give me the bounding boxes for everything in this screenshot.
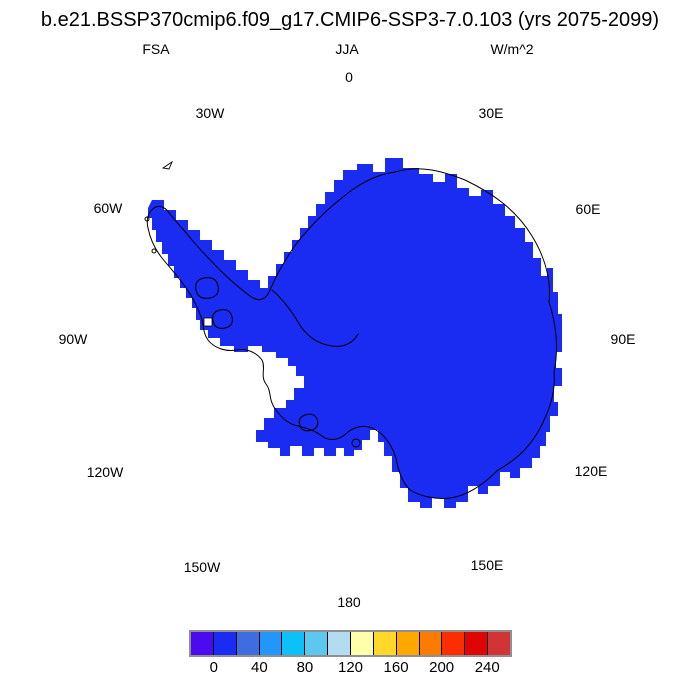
colorbar-cell: [418, 632, 442, 655]
lon-label-120e: 120E: [574, 463, 608, 479]
lon-label-120w: 120W: [86, 464, 124, 480]
colorbar-tick-label: 80: [296, 659, 314, 676]
colorbar-tick-labels: 0 40 80 120 160 200 240: [191, 659, 510, 677]
colorbar-tick-label: 0: [209, 659, 218, 676]
colorbar-cell: [191, 632, 213, 655]
colorbar-tick-label: 120: [337, 659, 364, 676]
islet-icon: [161, 160, 174, 170]
colorbar-cell: [395, 632, 419, 655]
colorbar-cell: [304, 632, 328, 655]
grid-notch: [203, 317, 213, 327]
ross-loop: [298, 413, 319, 432]
variable-label: FSA: [142, 41, 170, 57]
colorbar-tick-label: 40: [251, 659, 268, 676]
larsen-loop-2: [212, 309, 233, 329]
roosevelt-island-contour: [351, 438, 361, 448]
colorbar: [189, 630, 512, 657]
lon-label-90e: 90E: [610, 331, 636, 347]
larsen-loop-1: [195, 277, 219, 299]
colorbar-cell: [281, 632, 305, 655]
colorbar-cell: [212, 632, 236, 655]
lon-label-150e: 150E: [470, 557, 504, 573]
lon-label-60e: 60E: [575, 201, 601, 217]
colorbar-cell: [350, 632, 373, 655]
colorbar-tick-label: 240: [474, 659, 500, 676]
units-label: W/m^2: [490, 41, 534, 57]
colorbar-cell: [372, 632, 396, 655]
lon-label-150w: 150W: [183, 559, 221, 575]
colorbar-cell: [327, 632, 351, 655]
lon-label-30w: 30W: [195, 105, 225, 121]
colorbar-cell: [441, 632, 465, 655]
plot-title: b.e21.BSSP370cmip6.f09_g17.CMIP6-SSP3-7.…: [40, 9, 660, 31]
lon-label-30e: 30E: [478, 105, 504, 121]
islet-west: [151, 248, 157, 254]
coastline-contour: [146, 168, 557, 499]
ice-shelf-contour: [271, 289, 359, 347]
lon-label-90w: 90W: [58, 331, 88, 347]
lon-label-60w: 60W: [93, 200, 123, 216]
islet-near-tip: [144, 216, 150, 222]
colorbar-cell: [235, 632, 259, 655]
colorbar-cell: [487, 632, 511, 655]
continent-fill: [148, 158, 562, 508]
lon-label-0: 0: [345, 69, 353, 85]
colorbar-cell: [258, 632, 282, 655]
lon-label-180: 180: [337, 594, 361, 610]
season-label: JJA: [335, 41, 359, 57]
colorbar-tick-label: 160: [383, 659, 409, 676]
colorbar-tick-label: 200: [429, 659, 455, 676]
colorbar-cell: [464, 632, 488, 655]
